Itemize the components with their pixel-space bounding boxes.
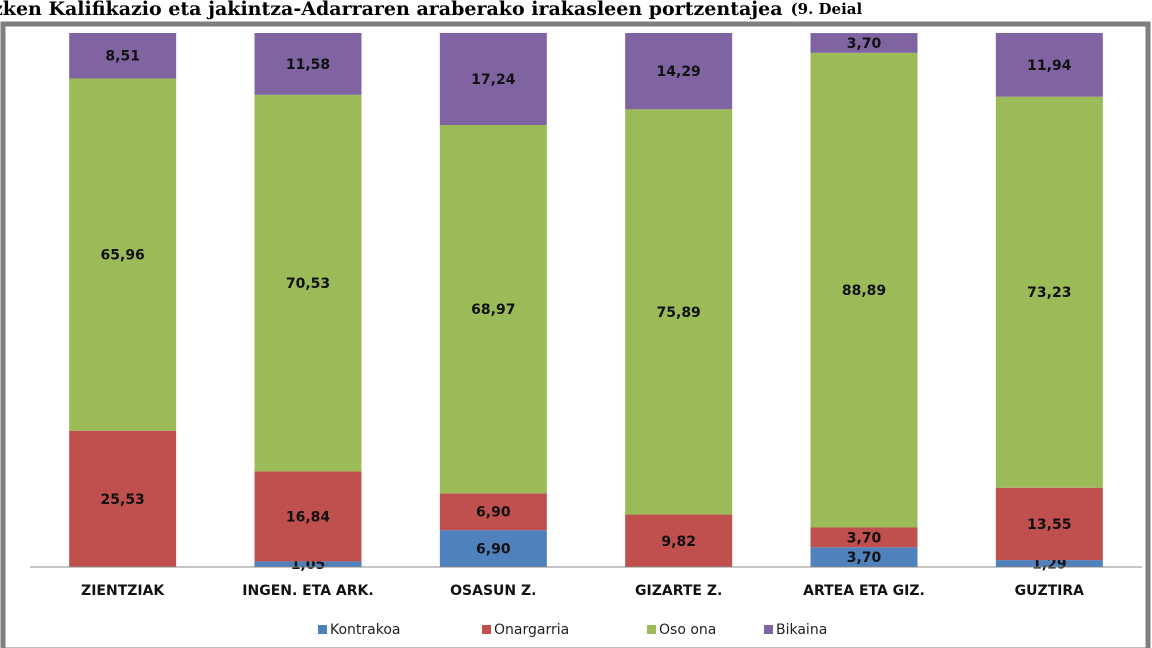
bar-segment xyxy=(254,561,362,567)
bar-segment xyxy=(439,32,547,126)
data-label: 88,89 xyxy=(842,283,886,299)
x-tick-label: OSASUN Z. xyxy=(450,583,536,599)
data-label: 13,55 xyxy=(1027,517,1071,533)
bar-segment xyxy=(810,527,918,548)
bar-segment xyxy=(254,33,362,95)
bar-segment xyxy=(69,33,177,79)
x-tick-label: ARTEA ETA GIZ. xyxy=(803,583,925,599)
legend-swatch xyxy=(764,625,773,634)
x-tick-label: ZIENTZIAK xyxy=(81,583,165,599)
data-label: 3,70 xyxy=(847,550,882,566)
data-label: 8,51 xyxy=(105,49,140,65)
data-label: 65,96 xyxy=(101,248,145,264)
bar-segment xyxy=(439,530,547,567)
subtitle: (9. Deial xyxy=(791,0,863,18)
legend-label: Oso ona xyxy=(659,622,716,638)
legend-swatch xyxy=(318,625,327,634)
bar-segment xyxy=(254,94,362,472)
title: zken Kalifikazio eta jakintza-Adarraren … xyxy=(0,0,783,20)
data-label: 73,23 xyxy=(1027,285,1071,301)
data-label: 68,97 xyxy=(471,302,515,318)
data-label: 6,90 xyxy=(476,505,511,521)
data-label: 3,70 xyxy=(847,530,882,546)
bar-segment xyxy=(995,32,1103,97)
legend-label: Onargarria xyxy=(494,622,569,638)
bar-segment xyxy=(995,560,1103,567)
data-label: 25,53 xyxy=(101,492,145,508)
legend-label: Bikaina xyxy=(776,622,827,638)
x-tick-label: GIZARTE Z. xyxy=(635,583,722,599)
data-label: 16,84 xyxy=(286,509,331,525)
frame xyxy=(0,21,1151,648)
bar-segment xyxy=(254,471,362,562)
chart-title: zken Kalifikazio eta jakintza-Adarraren … xyxy=(0,0,863,20)
bar-segment xyxy=(625,514,733,567)
data-label: 6,90 xyxy=(476,542,511,558)
data-label: 17,24 xyxy=(471,72,516,88)
data-label: 1,29 xyxy=(1032,557,1067,573)
bar-segment xyxy=(810,33,918,53)
legend-swatch xyxy=(647,625,656,634)
data-label: 14,29 xyxy=(657,64,701,80)
bar-segment xyxy=(810,547,918,567)
data-label: 3,70 xyxy=(847,36,882,52)
data-label: 11,58 xyxy=(286,57,330,73)
legend-label: Kontrakoa xyxy=(330,622,401,638)
bar-segment xyxy=(995,487,1103,561)
bar-segment xyxy=(625,33,733,110)
bar-segment xyxy=(810,52,918,528)
bar-segment xyxy=(995,96,1103,488)
bar-segment xyxy=(439,493,547,531)
data-label: 9,82 xyxy=(661,534,696,550)
x-tick-label: GUZTIRA xyxy=(1015,583,1085,599)
bar-segment xyxy=(69,430,177,567)
data-label: 11,94 xyxy=(1027,58,1072,74)
data-label: 75,89 xyxy=(657,305,701,321)
legend-swatch xyxy=(482,625,491,634)
bar-segment xyxy=(625,109,733,515)
bar-segment xyxy=(439,125,547,494)
x-tick-label: INGEN. ETA ARK. xyxy=(242,583,373,599)
data-label: 70,53 xyxy=(286,276,330,292)
bar-segment xyxy=(69,78,177,431)
